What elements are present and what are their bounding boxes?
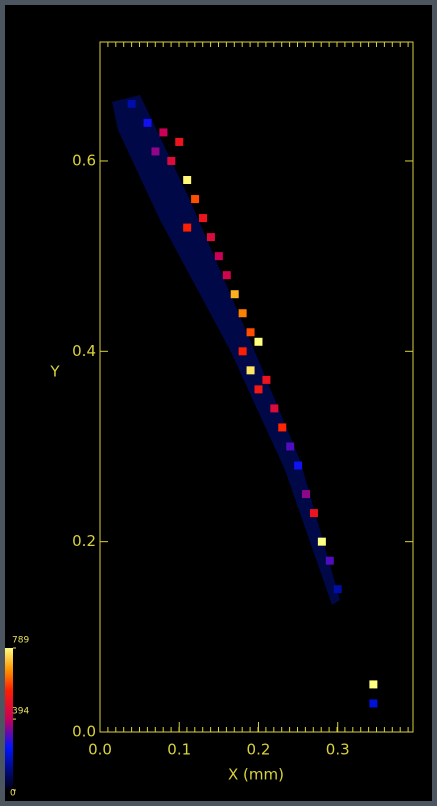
- heat-cell: [369, 699, 378, 708]
- heat-cell: [325, 556, 334, 565]
- heat-cell: [183, 176, 192, 184]
- heat-cell: [254, 337, 263, 346]
- heat-cell: [238, 347, 247, 356]
- streak-glow: [112, 95, 340, 605]
- heat-cell: [214, 252, 223, 261]
- heat-cell: [230, 290, 239, 299]
- heat-cell: [270, 404, 279, 413]
- y-tick-label: 0.2: [72, 532, 96, 550]
- heat-cell: [238, 309, 247, 318]
- x-tick-label: 0.0: [88, 741, 112, 759]
- heat-cell: [246, 366, 255, 375]
- panel: [5, 5, 432, 801]
- heat-cell: [143, 118, 152, 127]
- heat-cell: [246, 328, 255, 337]
- heat-cell: [127, 99, 136, 108]
- y-tick-label: 0.6: [72, 151, 96, 169]
- y-axis-label: Y: [49, 363, 60, 381]
- colorbar-label: 789: [12, 636, 29, 646]
- heat-cell: [317, 537, 326, 546]
- plot-frame: [99, 41, 414, 733]
- x-tick-label: 0.3: [326, 741, 350, 759]
- heat-cell: [294, 461, 303, 470]
- heat-cell: [278, 423, 287, 432]
- heat-cell: [199, 214, 208, 223]
- heat-cell: [159, 128, 168, 137]
- x-tick-label: 0.2: [247, 741, 271, 759]
- heat-cell: [254, 385, 263, 394]
- heat-cell: [302, 490, 311, 499]
- heat-cell: [175, 137, 184, 146]
- colorbar-label: 394: [12, 707, 29, 717]
- heat-cell: [151, 147, 160, 156]
- heat-cell: [333, 585, 342, 594]
- heat-cell: [369, 680, 378, 689]
- heat-cell: [222, 271, 231, 280]
- heat-cell: [167, 156, 176, 165]
- heat-cell: [309, 509, 318, 518]
- heat-cell: [191, 195, 200, 204]
- y-tick-label: 0.0: [72, 723, 96, 741]
- colorbar: [5, 648, 13, 790]
- colorbar-label: 0: [10, 789, 16, 799]
- x-axis-label: X (mm): [228, 766, 284, 784]
- y-tick-label: 0.4: [72, 342, 96, 360]
- heat-cell: [262, 375, 271, 384]
- heat-cell: [286, 442, 295, 451]
- heat-cell: [206, 233, 215, 242]
- x-tick-label: 0.1: [167, 741, 191, 759]
- heat-cell: [183, 223, 192, 232]
